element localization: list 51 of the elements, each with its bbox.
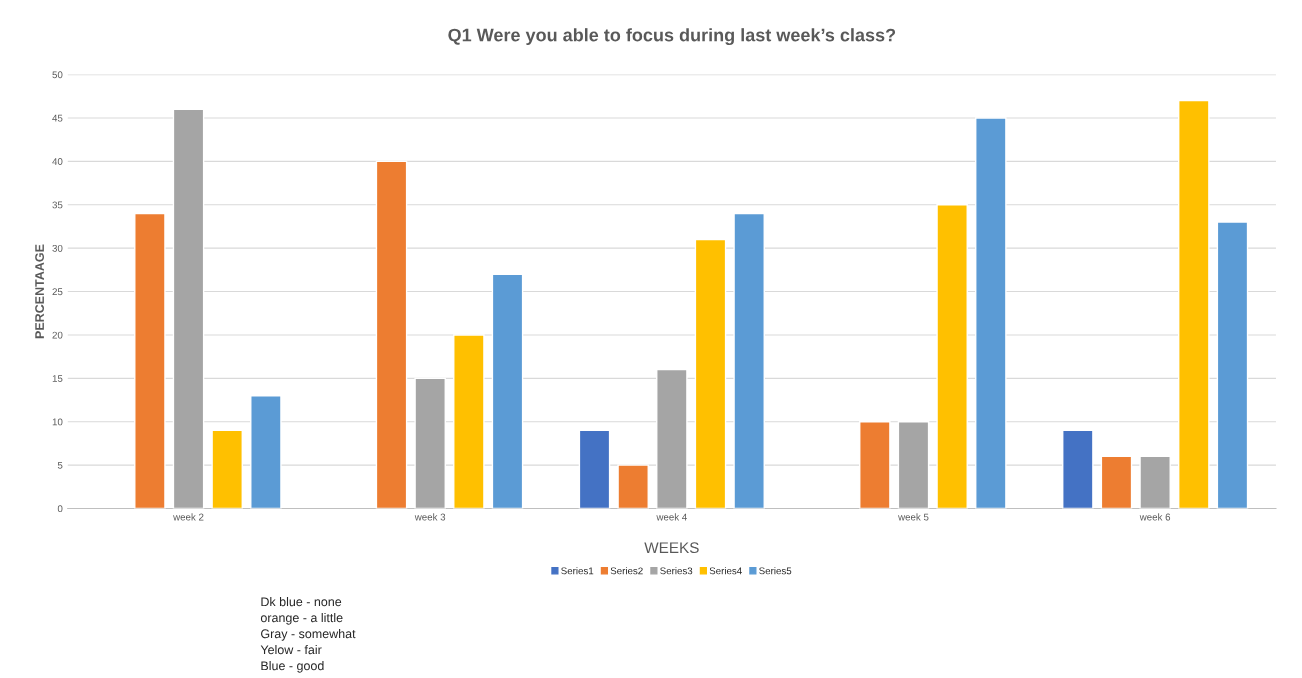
y-tick-label: 0 (57, 505, 63, 513)
legend-label: Series5 (759, 567, 792, 575)
legend-label: Series3 (660, 567, 693, 575)
bar (453, 334, 485, 509)
bar (1062, 429, 1094, 509)
y-tick-label: 40 (52, 158, 63, 165)
bar (414, 377, 446, 509)
legend-label: Series4 (709, 567, 742, 575)
bar (1100, 455, 1133, 509)
x-tick-label: week 2 (173, 513, 204, 521)
x-axis-title: WEEKS (644, 542, 699, 554)
y-tick-label: 5 (57, 461, 63, 469)
chart-title: Q1 Were you able to focus during last week’s class? (448, 28, 896, 46)
y-tick-label: 25 (52, 288, 63, 296)
legend-label: Series2 (610, 567, 643, 575)
bar (1139, 455, 1171, 509)
text: Dk blue - none (261, 597, 342, 607)
bar (1178, 99, 1210, 509)
text: orange - a little (260, 613, 343, 625)
bar (491, 273, 524, 509)
bar (975, 117, 1007, 509)
x-tick-label: week 5 (898, 513, 929, 521)
bar (617, 464, 649, 509)
legend-label: Series1 (561, 567, 594, 575)
y-tick-label: 20 (52, 331, 63, 339)
bar (936, 204, 968, 509)
y-tick-label: 10 (52, 418, 63, 426)
bar (250, 394, 282, 509)
y-axis-title: PERCENTAAGE (35, 244, 44, 339)
x-tick-label: week 4 (656, 513, 687, 521)
y-tick-label: 35 (52, 201, 63, 209)
text: Gray - somewhat (261, 629, 356, 641)
y-tick-label: 50 (52, 71, 63, 79)
bar (733, 212, 765, 509)
bar (1216, 221, 1249, 509)
x-tick-label: week 3 (414, 513, 446, 521)
bar (897, 421, 930, 509)
y-tick-label: 15 (52, 375, 63, 382)
bar (578, 429, 611, 509)
bar (172, 108, 205, 509)
bar (134, 212, 166, 509)
bar (375, 160, 408, 509)
x-tick-label: week 6 (1139, 513, 1171, 521)
text: Blue - good (261, 661, 324, 673)
y-tick-label: 30 (52, 244, 63, 252)
bar (694, 238, 727, 509)
text: Yelow - fair (260, 645, 322, 655)
bar (859, 421, 891, 509)
y-tick-label: 45 (52, 114, 63, 122)
bar (211, 429, 243, 509)
bar (656, 368, 688, 509)
